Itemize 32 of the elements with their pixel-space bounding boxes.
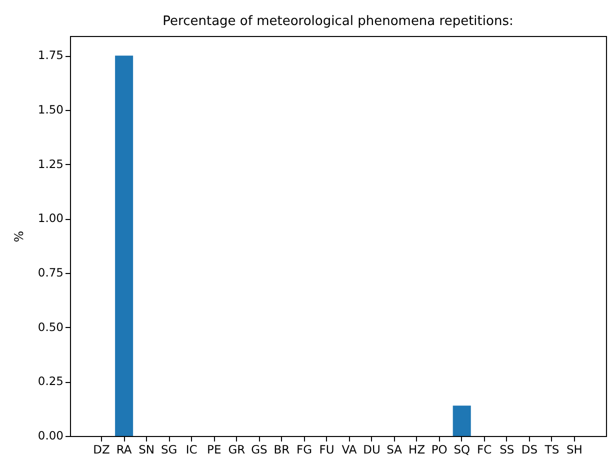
x-tick-label: IC — [186, 442, 198, 456]
x-tick-label: GR — [228, 442, 246, 456]
y-tick-label: 0.75 — [38, 265, 64, 280]
y-axis-title: % — [12, 230, 26, 242]
y-tick-label: 1.25 — [38, 156, 64, 171]
y-tick-label: 1.75 — [38, 48, 64, 62]
y-tick-label: 0.50 — [38, 320, 64, 334]
x-tick-label: FG — [296, 442, 312, 456]
x-tick-label: SQ — [454, 442, 470, 456]
chart-title: Percentage of meteorological phenomena repetitions: — [162, 14, 514, 29]
y-tick-label: 0.25 — [38, 374, 64, 388]
y-tick-label: 1.00 — [38, 211, 64, 226]
x-tick-label: SS — [500, 442, 514, 456]
x-tick-label: SA — [386, 442, 402, 456]
x-tick-label: RA — [116, 442, 132, 456]
x-tick-label: GS — [251, 442, 268, 456]
y-tick-label: 1.50 — [38, 102, 64, 116]
x-tick-label: TS — [544, 442, 560, 456]
x-tick-label: DS — [521, 442, 538, 456]
x-tick-label: SH — [566, 442, 582, 456]
x-tick-label: FU — [319, 442, 334, 456]
x-tick-label: HZ — [408, 442, 426, 456]
x-tick-label: BR — [274, 442, 290, 456]
x-tick-label: SG — [160, 442, 178, 456]
x-tick-label: FC — [477, 442, 492, 456]
x-tick-label: SN — [138, 442, 155, 456]
x-tick-label: PO — [431, 442, 448, 456]
x-tick-label: VA — [342, 442, 357, 456]
x-tick-label: DZ — [93, 442, 110, 456]
x-tick-label: DU — [363, 442, 380, 456]
x-tick-label: PE — [207, 442, 222, 456]
y-tick-label: 0.00 — [38, 428, 64, 442]
